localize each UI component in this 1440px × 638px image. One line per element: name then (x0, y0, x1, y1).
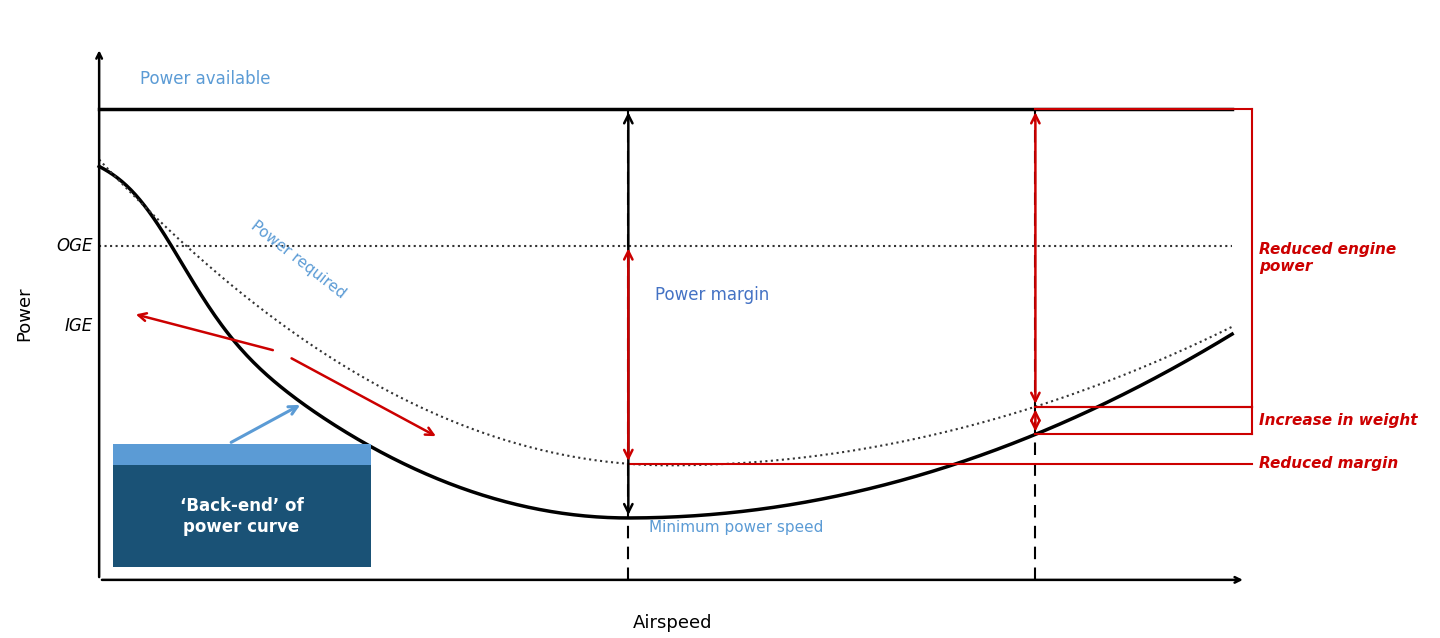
Text: Increase in weight: Increase in weight (1259, 413, 1418, 428)
FancyBboxPatch shape (112, 465, 370, 567)
Text: Reduced margin: Reduced margin (1259, 456, 1398, 471)
Text: IGE: IGE (65, 317, 92, 335)
Text: Power margin: Power margin (655, 286, 770, 304)
Text: OGE: OGE (56, 237, 92, 255)
Text: Power: Power (16, 286, 33, 341)
Text: Power available: Power available (140, 70, 271, 88)
Text: Power required: Power required (249, 218, 348, 301)
Text: ‘Back-end’ of
power curve: ‘Back-end’ of power curve (180, 497, 304, 536)
Text: Airspeed: Airspeed (632, 614, 713, 632)
FancyBboxPatch shape (112, 443, 370, 465)
Text: Minimum power speed: Minimum power speed (648, 520, 824, 535)
Text: Reduced engine
power: Reduced engine power (1259, 242, 1397, 274)
